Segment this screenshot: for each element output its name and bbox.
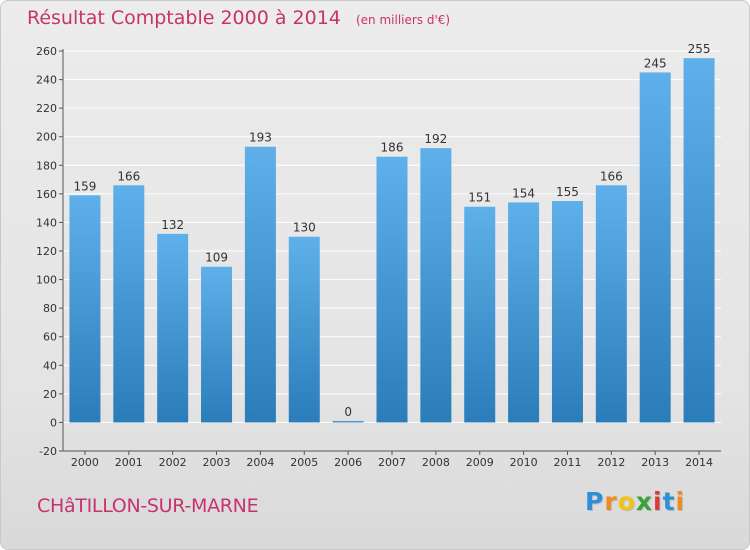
data-label: 132 — [161, 218, 184, 232]
data-label: 154 — [512, 186, 535, 200]
x-tick-label: 2009 — [466, 456, 494, 469]
data-label: 130 — [293, 221, 316, 235]
chart-title: Résultat Comptable 2000 à 2014 — [27, 7, 341, 29]
logo-letter: t — [662, 487, 676, 516]
bar — [595, 185, 627, 423]
bar — [113, 185, 145, 423]
proxiti-logo: Proxiti — [585, 487, 685, 516]
title-row: Résultat Comptable 2000 à 2014 (en milli… — [27, 7, 450, 29]
y-tick-label: 0 — [50, 416, 57, 429]
x-tick-label: 2012 — [597, 456, 625, 469]
x-tick-label: 2006 — [334, 456, 362, 469]
data-label: 109 — [205, 251, 228, 265]
chart-subtitle: (en milliers d'€) — [355, 13, 451, 27]
x-tick-label: 2002 — [159, 456, 187, 469]
bar — [420, 148, 452, 423]
y-tick-label: 40 — [43, 359, 57, 372]
x-tick-label: 2008 — [422, 456, 450, 469]
bar — [69, 195, 101, 423]
x-tick-label: 2004 — [246, 456, 274, 469]
logo-letter: o — [617, 487, 636, 516]
logo-letter: i — [653, 487, 663, 516]
x-tick-label: 2013 — [641, 456, 669, 469]
data-label: 155 — [556, 185, 579, 199]
bar — [157, 233, 189, 423]
y-tick-label: 180 — [36, 159, 57, 172]
bar — [332, 420, 364, 423]
bar — [639, 72, 671, 423]
logo-letter: r — [604, 487, 618, 516]
bar — [464, 206, 496, 423]
bar — [376, 156, 408, 423]
data-label: 166 — [600, 169, 623, 183]
y-tick-label: 220 — [36, 102, 57, 115]
bar — [244, 146, 276, 423]
data-label: 186 — [381, 141, 404, 155]
y-tick-label: -20 — [39, 445, 57, 458]
logo-letter: x — [635, 487, 653, 516]
x-tick-label: 2003 — [203, 456, 231, 469]
x-tick-label: 2014 — [685, 456, 713, 469]
data-label: 0 — [344, 405, 352, 419]
logo-letter: i — [675, 487, 686, 516]
data-label: 193 — [249, 131, 272, 145]
x-tick-label: 2010 — [510, 456, 538, 469]
data-label: 159 — [73, 179, 96, 193]
x-tick-label: 2005 — [290, 456, 318, 469]
bar — [508, 202, 540, 423]
data-label: 255 — [688, 42, 711, 56]
y-tick-label: 20 — [43, 388, 57, 401]
data-label: 192 — [424, 132, 447, 146]
logo-letter: P — [585, 487, 605, 516]
bar — [683, 58, 715, 423]
data-label: 151 — [468, 191, 491, 205]
y-tick-label: 120 — [36, 245, 57, 258]
bar — [201, 266, 233, 423]
x-tick-label: 2011 — [553, 456, 581, 469]
x-tick-label: 2007 — [378, 456, 406, 469]
y-tick-label: 240 — [36, 74, 57, 87]
bar — [551, 201, 583, 423]
x-tick-label: 2001 — [115, 456, 143, 469]
y-tick-label: 80 — [43, 302, 57, 315]
x-tick-label: 2000 — [71, 456, 99, 469]
y-tick-label: 160 — [36, 188, 57, 201]
y-tick-label: 60 — [43, 331, 57, 344]
y-tick-label: 140 — [36, 216, 57, 229]
bar — [288, 236, 320, 423]
data-label: 166 — [117, 169, 140, 183]
y-tick-label: 200 — [36, 131, 57, 144]
y-tick-label: 100 — [36, 274, 57, 287]
town-name: CHâTILLON-SUR-MARNE — [37, 495, 259, 517]
data-label: 245 — [644, 56, 667, 70]
y-tick-label: 260 — [36, 45, 57, 58]
